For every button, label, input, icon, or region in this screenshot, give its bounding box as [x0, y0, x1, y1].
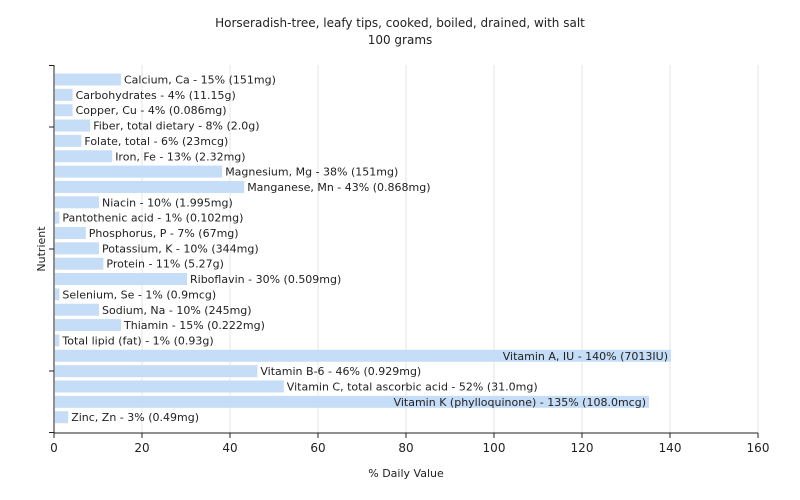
bar-label: Vitamin C, total ascorbic acid - 52% (31…	[287, 381, 538, 394]
bar	[55, 334, 60, 347]
bar-label: Calcium, Ca - 15% (151mg)	[124, 74, 276, 87]
bar	[55, 180, 245, 193]
bar	[55, 288, 60, 301]
bar	[55, 411, 69, 424]
y-axis-label: Nutrient	[35, 226, 48, 272]
x-tick-label: 60	[310, 441, 325, 455]
bar	[55, 119, 91, 132]
bar-label: Sodium, Na - 10% (245mg)	[102, 304, 252, 317]
bar	[55, 319, 121, 332]
gridlines	[141, 65, 759, 433]
bar-label: Potassium, K - 10% (344mg)	[102, 242, 259, 255]
bar	[55, 365, 258, 378]
bar-label: Vitamin B-6 - 46% (0.929mg)	[260, 365, 421, 378]
bar-label: Iron, Fe - 13% (2.32mg)	[115, 150, 245, 163]
chart-subtitle: 100 grams	[368, 33, 433, 47]
bars: Calcium, Ca - 15% (151mg) Carbohydrates -…	[55, 73, 671, 424]
x-tick-label: 0	[50, 441, 58, 455]
bar	[55, 380, 284, 393]
bar	[55, 211, 60, 224]
bar	[55, 395, 649, 408]
x-axis-label: % Daily Value	[368, 467, 444, 480]
bar	[55, 303, 99, 316]
x-tick-label: 120	[571, 441, 594, 455]
bar-label: Thiamin - 15% (0.222mg)	[123, 319, 265, 332]
x-tick-label: 140	[659, 441, 682, 455]
bar-label: Magnesium, Mg - 38% (151mg)	[225, 166, 398, 179]
x-axis-ticks: 0 20 40 60 80 100 120 140 160	[50, 433, 769, 455]
bar	[55, 165, 223, 178]
bar-label: Phosphorus, P - 7% (67mg)	[89, 227, 239, 240]
x-tick-label: 80	[398, 441, 413, 455]
bar	[55, 104, 73, 117]
bar-label: Copper, Cu - 4% (0.086mg)	[76, 104, 227, 117]
bar-label: Carbohydrates - 4% (11.15g)	[76, 89, 236, 102]
bar	[55, 150, 113, 163]
bar-label: Manganese, Mn - 43% (0.868mg)	[247, 181, 430, 194]
bar-label: Protein - 11% (5.27g)	[106, 258, 224, 271]
bar-label: Selenium, Se - 1% (0.9mcg)	[62, 288, 216, 301]
bar	[55, 242, 99, 255]
y-axis-ticks	[49, 65, 54, 433]
bar	[55, 349, 671, 362]
bar-label: Folate, total - 6% (23mcg)	[84, 135, 228, 148]
chart-title: Horseradish-tree, leafy tips, cooked, bo…	[215, 16, 585, 30]
bar	[55, 73, 121, 86]
x-tick-label: 100	[483, 441, 506, 455]
bar	[55, 134, 82, 147]
bar-label: Riboflavin - 30% (0.509mg)	[190, 273, 341, 286]
bar	[55, 257, 104, 270]
bar	[55, 196, 99, 209]
bar-label: Zinc, Zn - 3% (0.49mg)	[71, 411, 199, 424]
bar-label: Vitamin K (phylloquinone) - 135% (108.0m…	[394, 396, 646, 409]
bar	[55, 227, 86, 239]
bar-label: Vitamin A, IU - 140% (7013IU)	[503, 350, 668, 363]
bar	[55, 273, 187, 286]
bar	[55, 88, 73, 101]
bar-label: Niacin - 10% (1.995mg)	[102, 196, 233, 209]
x-tick-label: 20	[134, 441, 149, 455]
bar-label: Fiber, total dietary - 8% (2.0g)	[93, 120, 259, 133]
x-tick-label: 160	[747, 441, 770, 455]
x-tick-label: 40	[222, 441, 237, 455]
bar-label: Pantothenic acid - 1% (0.102mg)	[62, 212, 243, 225]
bar-label: Total lipid (fat) - 1% (0.93g)	[61, 334, 213, 347]
